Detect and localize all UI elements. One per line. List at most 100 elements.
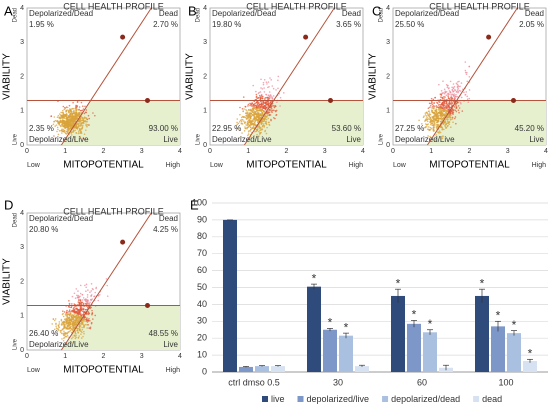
cell-dot — [80, 122, 83, 125]
significance-marker: * — [412, 308, 417, 322]
cell-dot — [67, 322, 69, 325]
cell-dot — [60, 117, 62, 119]
cell-dot — [58, 116, 61, 119]
cell-dot — [455, 91, 458, 93]
quadrant-label: Depolarized/Dead — [212, 9, 276, 18]
cell-dot — [78, 120, 81, 122]
cell-dot — [76, 294, 78, 297]
y-axis-label: VIABILITY — [2, 53, 13, 100]
cell-dot — [461, 110, 464, 112]
cell-dot — [428, 115, 431, 118]
cell-dot — [70, 108, 73, 110]
cell-dot — [255, 95, 258, 98]
cell-dot — [249, 114, 252, 117]
cell-dot — [236, 127, 239, 129]
cell-dot — [61, 313, 64, 316]
cell-dot — [83, 318, 85, 320]
panel-letter: D — [4, 197, 13, 212]
quadrant-value: 48.55 % — [149, 329, 178, 338]
cell-dot — [427, 107, 430, 110]
cell-dot — [444, 106, 447, 109]
cell-dot — [464, 69, 467, 72]
cell-dot — [253, 126, 255, 128]
cell-dot — [458, 89, 461, 92]
cell-dot — [78, 124, 80, 126]
gate-handle — [327, 97, 333, 103]
cell-dot — [439, 115, 442, 117]
y-low-label: Live — [379, 133, 385, 145]
cell-dot — [277, 75, 280, 78]
cell-dot — [447, 94, 449, 96]
cell-dot — [90, 299, 93, 301]
cell-dot — [87, 311, 90, 314]
cell-dot — [69, 110, 72, 113]
cell-dot — [279, 96, 282, 99]
cell-dot — [267, 96, 270, 99]
cell-dot — [459, 85, 461, 88]
cell-dot — [73, 116, 75, 118]
cell-dot — [62, 125, 65, 127]
cell-dot — [257, 101, 260, 104]
cell-dot — [247, 105, 249, 107]
cell-dot — [432, 122, 434, 125]
cell-dot — [263, 111, 265, 113]
cell-dot — [89, 326, 92, 329]
cell-dot — [448, 116, 451, 118]
cell-dot — [265, 103, 268, 106]
cell-dot — [449, 113, 452, 115]
cell-dot — [255, 119, 257, 122]
x-tick-label: ctrl dmso 0.5 — [228, 377, 280, 387]
y-low-label: Live — [13, 133, 19, 145]
cell-dot — [239, 113, 241, 116]
cell-dot — [70, 310, 72, 313]
legend-label: live — [271, 394, 285, 404]
cell-dot — [56, 330, 59, 333]
quadrant-value: 53.60 % — [332, 124, 361, 133]
cell-dot — [59, 119, 62, 122]
bar — [355, 366, 369, 372]
cell-dot — [65, 121, 67, 124]
cell-dot — [259, 113, 262, 116]
live-region — [244, 100, 363, 145]
y-tick-label: 2 — [20, 278, 24, 285]
cell-dot — [58, 113, 61, 115]
quadrant-value: 4.25 % — [153, 225, 178, 234]
cell-dot — [53, 135, 55, 137]
cell-dot — [448, 123, 451, 126]
panel-letter: B — [188, 3, 197, 18]
cell-dot — [66, 117, 68, 120]
cell-dot — [267, 117, 270, 120]
cell-dot — [75, 109, 77, 112]
y-low-label: Live — [196, 133, 202, 145]
cell-dot — [268, 114, 271, 117]
cell-dot — [441, 106, 444, 108]
cell-dot — [445, 122, 448, 125]
cell-dot — [272, 95, 275, 97]
y-tick-label: 1 — [386, 108, 390, 115]
x-high-label: High — [166, 367, 181, 374]
cell-dot — [76, 117, 79, 119]
cell-dot — [425, 111, 428, 114]
y-tick-label: 70 — [197, 248, 207, 258]
cell-dot — [262, 95, 264, 98]
cell-dot — [264, 96, 267, 99]
quadrant-label: Depolarized/Live — [395, 135, 455, 144]
cell-dot — [76, 112, 78, 114]
cell-dot — [79, 130, 82, 132]
cell-dot — [84, 105, 86, 108]
cell-dot — [253, 113, 255, 116]
cell-dot — [98, 293, 101, 296]
cell-dot — [246, 112, 249, 115]
y-high-label: Dead — [379, 8, 385, 22]
x-high-label: High — [532, 162, 547, 169]
bar — [491, 326, 505, 372]
cell-dot — [263, 78, 266, 81]
cell-dot — [447, 93, 449, 95]
cell-dot — [265, 118, 268, 121]
cell-dot — [256, 119, 259, 122]
cell-dot — [452, 87, 455, 89]
legend-label: depolarized/dead — [391, 394, 460, 404]
cell-dot — [451, 89, 454, 92]
cell-dot — [267, 81, 270, 83]
cell-dot — [94, 114, 96, 117]
